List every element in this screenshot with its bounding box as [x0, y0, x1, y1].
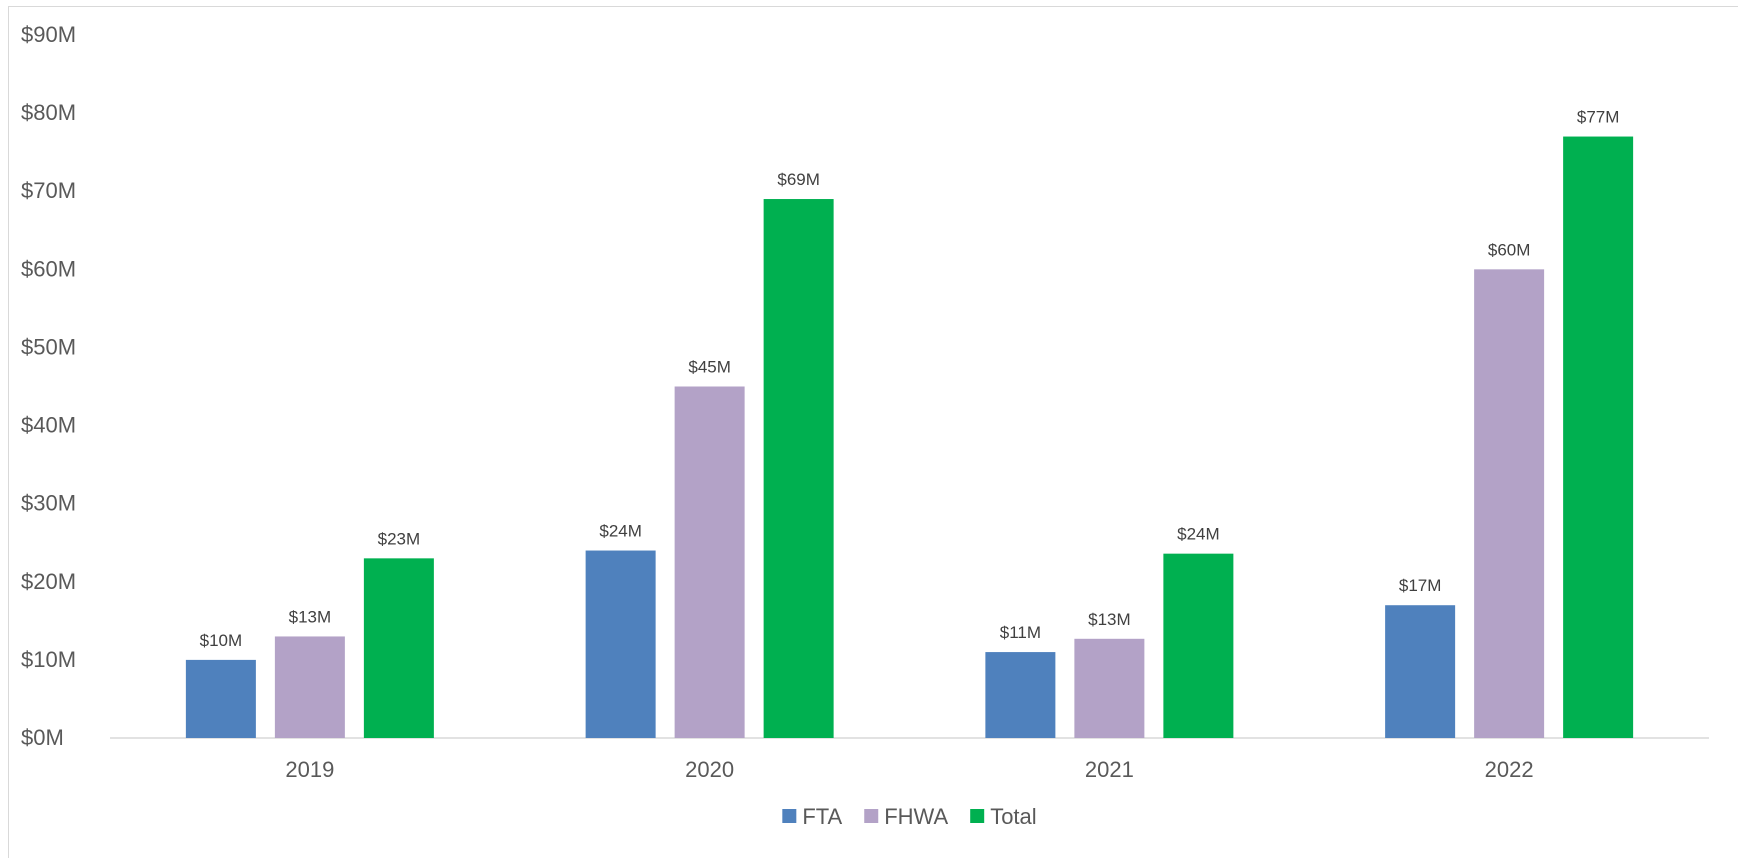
bar-fta-2020: [585, 550, 656, 738]
legend-swatch-fhwa: [864, 809, 879, 823]
legend-label-fhwa: FHWA: [884, 804, 948, 829]
y-tick-label: $90M: [21, 22, 76, 47]
y-tick-label: $0M: [21, 725, 64, 750]
legend-label-fta: FTA: [802, 804, 842, 829]
y-tick-label: $50M: [21, 334, 76, 359]
bar-total-2020: [763, 199, 834, 739]
bars: [185, 136, 1634, 739]
legend-label-total: Total: [990, 804, 1036, 829]
y-tick-label: $40M: [21, 413, 76, 438]
data-label-fhwa-2020: $45M: [688, 358, 731, 377]
y-tick-label: $30M: [21, 491, 76, 516]
data-label-fta-2019: $10M: [200, 631, 243, 650]
data-label-fta-2022: $17M: [1399, 576, 1442, 595]
data-label-fhwa-2022: $60M: [1488, 240, 1531, 259]
bar-total-2022: [1563, 136, 1634, 739]
bar-fta-2021: [985, 652, 1056, 738]
bar-fhwa-2020: [674, 386, 745, 738]
legend: FTA FHWA Total: [782, 804, 1037, 829]
bar-fta-2022: [1385, 605, 1456, 738]
x-tick-label: 2022: [1485, 757, 1534, 782]
bar-fta-2019: [185, 659, 256, 738]
data-label-fta-2021: $11M: [1000, 623, 1041, 642]
bar-fhwa-2019: [274, 636, 345, 738]
y-tick-label: $20M: [21, 569, 76, 594]
x-axis-tick-labels: 2019 2020 2021 2022: [285, 757, 1533, 782]
bar-total-2021: [1163, 553, 1234, 738]
x-tick-label: 2020: [685, 757, 734, 782]
data-label-total-2021: $24M: [1177, 525, 1220, 544]
bar-total-2019: [363, 558, 434, 738]
bar-chart: $0M$10M$20M$30M$40M$50M$60M$70M$80M$90M …: [21, 22, 1709, 829]
data-label-total-2022: $77M: [1577, 108, 1620, 127]
y-tick-label: $80M: [21, 100, 76, 125]
x-tick-label: 2021: [1085, 757, 1134, 782]
y-tick-label: $60M: [21, 256, 76, 281]
legend-swatch-total: [970, 809, 985, 823]
data-label-fhwa-2021: $13M: [1088, 610, 1131, 629]
data-label-fta-2020: $24M: [599, 522, 642, 541]
chart-frame: $0M $10M $20M $30M $40M $50M $60M $70M $80M $90M …: [8, 6, 1738, 858]
y-tick-label: $10M: [21, 647, 76, 672]
bar-fhwa-2021: [1074, 638, 1145, 738]
data-labels: $10M $13M $23M $24M $45M $69M $11M $13M $24M $17M…: [200, 108, 1620, 650]
y-axis-tick-labels: $0M $10M $20M $30M $40M $50M $60M $70M $80M $90M: [21, 22, 76, 750]
data-label-fhwa-2019: $13M: [289, 607, 332, 626]
data-label-total-2019: $23M: [378, 529, 421, 548]
y-tick-label: $70M: [21, 178, 76, 203]
x-tick-label: 2019: [285, 757, 334, 782]
data-label-total-2020: $69M: [777, 170, 820, 189]
legend-swatch-fta: [782, 809, 797, 823]
bar-fhwa-2022: [1474, 269, 1545, 738]
